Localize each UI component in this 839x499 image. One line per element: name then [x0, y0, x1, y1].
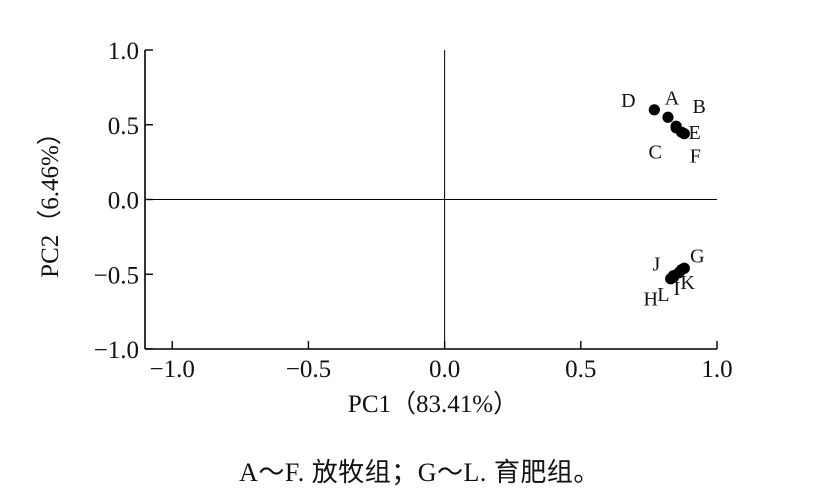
point-label-h: H — [643, 289, 657, 311]
point-label-b: B — [692, 96, 705, 118]
x-tick-label: 0.0 — [429, 356, 460, 383]
data-points — [648, 104, 690, 285]
zero-reference-lines — [145, 50, 717, 349]
point-label-l: L — [657, 284, 669, 306]
x-tick-label: −1.0 — [150, 356, 195, 383]
point-label-c: C — [648, 142, 661, 164]
data-point-d — [648, 104, 660, 116]
point-label-i: I — [674, 278, 681, 300]
data-point-k — [675, 264, 688, 276]
data-point-a — [662, 111, 674, 123]
x-axis-title: PC1（83.41%） — [348, 390, 518, 418]
point-label-d: D — [621, 90, 635, 112]
point-label-e: E — [688, 122, 700, 144]
tick-labels: −1.0 −0.5 0.0 0.5 1.0 −1.0 −0.5 0.0 0.5 1.0 — [94, 38, 733, 383]
y-tick-label: 0.5 — [108, 113, 139, 140]
point-label-f: F — [690, 146, 701, 168]
point-label-g: G — [690, 245, 704, 267]
point-label-j: J — [653, 254, 661, 276]
data-point-l — [667, 271, 680, 283]
y-tick-label: 1.0 — [108, 38, 139, 65]
x-tick-label: 0.5 — [565, 356, 596, 383]
tick-marks — [145, 49, 718, 350]
y-tick-label: −0.5 — [94, 262, 139, 289]
y-tick-label: 0.0 — [108, 188, 139, 215]
point-label-a: A — [665, 87, 680, 109]
figure-caption: A～F. 放牧组；G～L. 育肥组。 — [239, 458, 600, 487]
y-tick-label: −1.0 — [94, 337, 139, 364]
x-tick-label: −0.5 — [286, 356, 331, 383]
point-label-k: K — [680, 272, 695, 294]
x-tick-label: 1.0 — [701, 356, 732, 383]
y-axis-title: PC2（6.46%） — [36, 120, 64, 278]
data-point-f — [678, 128, 690, 140]
